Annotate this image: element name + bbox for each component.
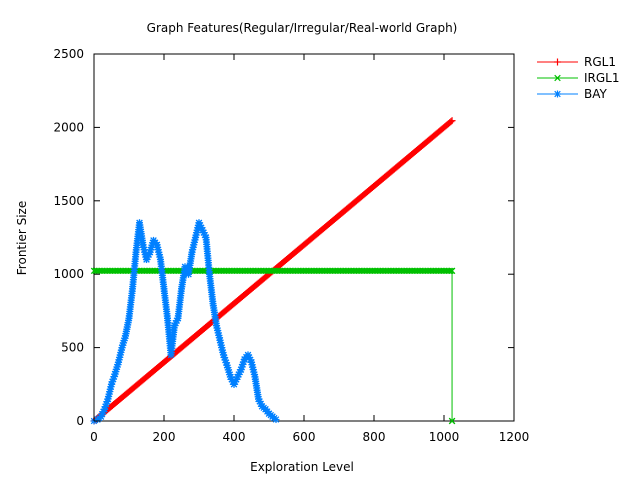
series-line bbox=[94, 270, 453, 421]
series-markers bbox=[90, 219, 280, 425]
legend-label: BAY bbox=[584, 87, 608, 101]
series-line bbox=[93, 221, 277, 422]
legend-item-irgl1: IRGL1 bbox=[537, 71, 620, 85]
y-tick-label: 1000 bbox=[53, 267, 84, 281]
y-tick-label: 500 bbox=[61, 341, 84, 355]
x-tick-label: 400 bbox=[223, 430, 246, 444]
x-tick-label: 200 bbox=[153, 430, 176, 444]
y-tick-label: 1500 bbox=[53, 194, 84, 208]
legend-marker bbox=[554, 90, 561, 98]
data-point bbox=[447, 267, 454, 275]
x-tick-label: 800 bbox=[363, 430, 386, 444]
data-point bbox=[201, 231, 209, 239]
series-markers bbox=[90, 267, 456, 425]
legend-label: RGL1 bbox=[584, 55, 616, 69]
y-tick-label: 2500 bbox=[53, 47, 84, 61]
y-tick-label: 0 bbox=[76, 414, 84, 428]
series-irgl1 bbox=[90, 267, 456, 425]
y-axis-label: Frontier Size bbox=[15, 201, 29, 275]
legend-item-rgl1: RGL1 bbox=[537, 55, 616, 69]
x-axis-label: Exploration Level bbox=[250, 460, 354, 474]
legend: RGL1 IRGL1 BAY bbox=[537, 55, 620, 101]
series-bay bbox=[90, 219, 280, 425]
series-layer bbox=[90, 117, 456, 425]
data-point bbox=[272, 416, 280, 424]
data-point bbox=[448, 267, 456, 275]
y-tick-label: 2000 bbox=[53, 120, 84, 134]
data-point bbox=[447, 118, 455, 126]
chart-title: Graph Features(Regular/Irregular/Real-wo… bbox=[147, 21, 458, 35]
x-tick-label: 1000 bbox=[429, 430, 460, 444]
legend-marker bbox=[554, 58, 561, 66]
x-tick-label: 1200 bbox=[499, 430, 530, 444]
data-point bbox=[448, 117, 456, 125]
legend-label: IRGL1 bbox=[584, 71, 620, 85]
data-point bbox=[448, 417, 456, 425]
legend-item-bay: BAY bbox=[537, 87, 608, 101]
legend-marker bbox=[554, 74, 561, 82]
axes: 0 200 400 600 800 1000 1200 0 500 1000 1500 2000 250… bbox=[53, 47, 529, 444]
x-tick-label: 600 bbox=[293, 430, 316, 444]
x-tick-label: 0 bbox=[90, 430, 98, 444]
